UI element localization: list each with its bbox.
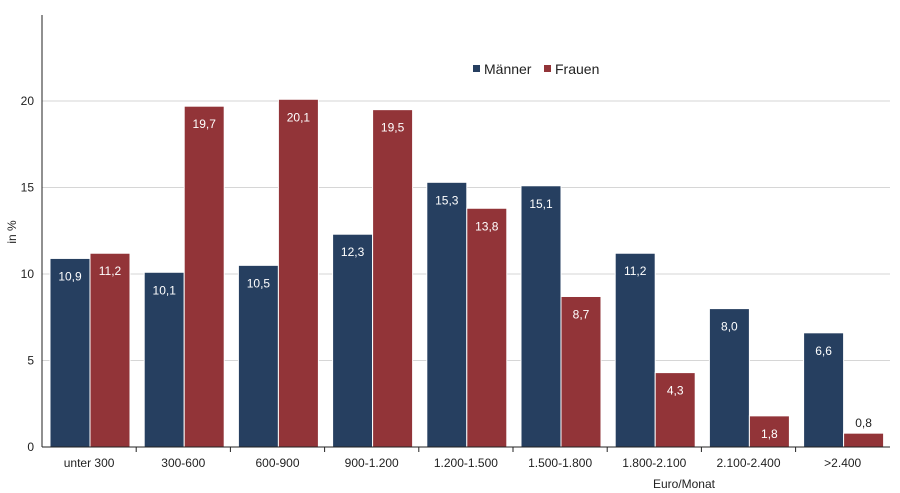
bar-maenner	[708, 308, 750, 448]
bar-frauen	[89, 252, 131, 448]
data-label: 10,9	[58, 269, 82, 283]
y-tick-label: 10	[21, 267, 35, 281]
bar-frauen	[277, 98, 319, 448]
bar-maenner	[237, 264, 279, 448]
x-tick-label: 1.500-1.800	[528, 456, 592, 470]
data-label: 1,8	[761, 427, 778, 441]
x-axis-ticks: unter 300 300-600 600-900 900-1.200 1.200-1.…	[64, 447, 862, 470]
legend-label-maenner: Männer	[484, 61, 532, 77]
bar-maenner	[614, 252, 656, 448]
data-label: 19,7	[193, 117, 217, 131]
data-label: 6,6	[815, 344, 832, 358]
x-tick-label: 2.100-2.400	[716, 456, 780, 470]
x-tick-label: 900-1.200	[345, 456, 399, 470]
bar-maenner	[332, 233, 374, 448]
x-tick-label: 1.800-2.100	[622, 456, 686, 470]
bar-maenner	[803, 332, 845, 448]
x-tick-label: 600-900	[255, 456, 299, 470]
x-tick-label: >2.400	[824, 456, 861, 470]
data-label: 15,3	[435, 193, 459, 207]
bar-maenner	[426, 181, 468, 448]
x-tick-label: unter 300	[64, 456, 115, 470]
x-tick-label: 300-600	[161, 456, 205, 470]
data-label: 15,1	[529, 197, 553, 211]
data-label: 0,8	[855, 416, 872, 430]
legend-label-frauen: Frauen	[555, 61, 599, 77]
data-label: 10,1	[153, 283, 177, 297]
bar-frauen	[183, 105, 225, 448]
legend: Männer Frauen	[473, 61, 599, 77]
y-tick-label: 5	[27, 354, 34, 368]
y-axis-label: in %	[5, 220, 19, 244]
data-label: 11,2	[624, 264, 647, 278]
data-label: 12,3	[341, 245, 365, 259]
data-label: 13,8	[475, 219, 499, 233]
bars: 10,9 11,2 10,1 19,7 10,5 20,1 12,3 19,5 15,3 13,8…	[49, 98, 885, 448]
data-label: 4,3	[667, 384, 684, 398]
data-label: 8,7	[573, 307, 590, 321]
data-label: 20,1	[287, 110, 311, 124]
bar-frauen	[748, 415, 790, 448]
data-label: 19,5	[381, 121, 405, 135]
y-tick-label: 20	[21, 94, 35, 108]
bar-maenner	[143, 271, 185, 448]
y-tick-label: 0	[27, 440, 34, 454]
legend-swatch-frauen	[544, 65, 551, 72]
bar-frauen	[560, 295, 602, 448]
y-tick-label: 15	[21, 181, 35, 195]
data-label: 8,0	[721, 320, 738, 334]
bar-frauen	[843, 432, 885, 448]
bar-frauen	[372, 109, 414, 448]
x-tick-label: 1.200-1.500	[434, 456, 498, 470]
data-label: 10,5	[247, 276, 271, 290]
legend-swatch-maenner	[473, 65, 480, 72]
y-axis-ticks: 0 5 10 15 20	[21, 94, 35, 454]
bar-maenner	[49, 257, 91, 448]
bar-frauen	[466, 207, 508, 448]
x-axis-label: Euro/Monat	[653, 477, 716, 491]
data-label: 11,2	[99, 264, 122, 278]
bar-maenner	[520, 185, 562, 448]
